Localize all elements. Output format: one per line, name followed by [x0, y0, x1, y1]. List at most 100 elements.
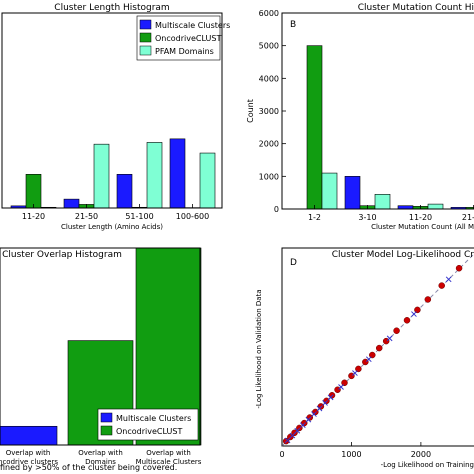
panel-d-xlabel: -Log Likelihood on Training — [381, 461, 474, 469]
point-d-blue-9-b — [338, 384, 344, 390]
bar-b-s2-c0 — [321, 172, 338, 210]
point-d-blue-12-b — [386, 335, 393, 342]
legend-a-swatch-2 — [139, 45, 152, 56]
point-d-blue-12 — [386, 335, 393, 342]
point-d-blue-6 — [316, 405, 323, 412]
bar-a-s2-c2 — [146, 142, 163, 209]
panel-a-frame — [1, 12, 223, 209]
bar-b-s1-c0 — [306, 45, 323, 210]
bar-b-s2-c2 — [427, 203, 444, 210]
legend-c-label-0: Multiscale Clusters — [116, 414, 191, 423]
point-d-blue-1 — [289, 432, 296, 439]
point-d-blue-13-b — [411, 311, 417, 317]
point-d-red-19 — [403, 317, 411, 324]
panel-a-xlabel: Cluster Length (Amino Acids) — [61, 223, 163, 231]
bar-c-s0-c0 — [0, 425, 58, 446]
tick-label-b-3: 21-50 — [462, 213, 474, 222]
tick-label-b-0: 1-2 — [308, 213, 321, 222]
point-d-blue-14-b — [445, 276, 452, 283]
tick-label-a-2: 51-100 — [125, 212, 153, 221]
point-d-blue-11-b — [365, 356, 372, 363]
legend-a-label-1: OncodriveCLUST — [155, 34, 221, 43]
panel-b-ylabel: Count — [246, 99, 255, 123]
point-d-blue-5 — [311, 411, 317, 417]
legend-c-label-1: OncodriveCLUST — [116, 427, 182, 436]
legend-a-swatch-0 — [139, 19, 152, 30]
xtick-label-d-1: 1000 — [341, 450, 361, 459]
legend-c-swatch-0 — [100, 412, 113, 423]
panel-c-title: Cluster Overlap Histogram — [2, 250, 122, 260]
panel-d-frame — [281, 247, 474, 447]
ytick-label-b-3: 3000 — [259, 107, 279, 116]
point-d-blue-14 — [445, 276, 452, 283]
bar-b-s2-c1 — [374, 194, 391, 210]
point-d-blue-6-b — [316, 405, 323, 412]
bar-a-s2-c1 — [93, 143, 110, 209]
point-d-red-16 — [375, 344, 383, 352]
ytick-label-b-0: 0 — [274, 205, 279, 214]
point-d-blue-7-b — [322, 400, 328, 406]
tick-label-a-1: 21-50 — [75, 212, 98, 221]
point-d-red-23 — [455, 264, 463, 272]
panel-d-letter: D — [290, 258, 297, 268]
legend-a-label-0: Multiscale Clusters — [155, 21, 230, 30]
ytick-label-b-1: 1000 — [259, 172, 279, 181]
bar-a-s2-c3 — [199, 152, 216, 209]
tick-label-c-0-line-0: Overlap with — [6, 449, 51, 457]
ytick-label-b-4: 4000 — [259, 74, 279, 83]
bar-a-s0-c3 — [169, 138, 186, 209]
panel-b-title: Cluster Mutation Count Hi — [358, 3, 474, 13]
point-d-blue-10 — [352, 370, 358, 376]
point-d-blue-3 — [299, 422, 306, 429]
xtick-label-d-0: 0 — [279, 450, 284, 459]
point-d-blue-3-b — [299, 422, 306, 429]
tick-label-c-2-line-1: Multiscale Clusters — [136, 458, 202, 466]
legend-a-label-2: PFAM Domains — [155, 47, 214, 56]
ytick-label-b-2: 2000 — [259, 140, 279, 149]
ytick-label-b-6: 6000 — [259, 9, 279, 18]
panel-b-xlabel: Cluster Mutation Count (All M — [371, 223, 474, 231]
point-d-blue-2-b — [294, 427, 301, 434]
bar-a-s0-c1 — [63, 198, 80, 209]
point-d-blue-5-b — [311, 411, 317, 417]
point-d-blue-8-b — [327, 394, 334, 401]
panel-b-letter: B — [290, 20, 296, 30]
bar-a-s0-c2 — [116, 174, 133, 209]
legend-c — [97, 408, 199, 441]
point-d-red-22 — [438, 282, 445, 289]
diagonal-line — [281, 253, 474, 447]
panel-d-title: Cluster Model Log-Likelihood Cr — [332, 250, 474, 260]
point-d-blue-9 — [338, 384, 344, 390]
bar-a-s1-c0 — [25, 174, 42, 209]
bar-b-s0-c1 — [344, 176, 361, 210]
point-d-blue-4 — [305, 416, 312, 423]
panel-c-footnote: fined by >50% of the cluster being cover… — [0, 463, 177, 472]
point-d-blue-2 — [294, 427, 301, 434]
point-d-blue-1-b — [289, 432, 296, 439]
point-d-blue-10-b — [352, 370, 358, 376]
point-d-blue-0 — [284, 437, 291, 444]
panel-c-frame — [0, 247, 201, 446]
tick-label-c-2-line-0: Overlap with — [146, 449, 191, 457]
tick-label-c-1-line-1: Domains — [85, 458, 116, 466]
tick-label-a-0: 11-20 — [22, 212, 45, 221]
point-d-blue-4-b — [305, 416, 312, 423]
tick-label-b-2: 11-20 — [409, 213, 432, 222]
point-d-blue-11 — [365, 356, 372, 363]
panel-d-ylabel: -Log Likelihood on Validation Data — [255, 289, 263, 408]
tick-label-a-3: 100-600 — [176, 212, 209, 221]
point-d-blue-7 — [322, 400, 328, 406]
tick-label-b-1: 3-10 — [358, 213, 376, 222]
xtick-label-d-2: 2000 — [411, 450, 431, 459]
point-d-red-21 — [424, 296, 432, 303]
tick-label-c-0-line-1: ncodrive clusters — [0, 458, 58, 466]
ytick-label-b-5: 5000 — [259, 42, 279, 51]
point-d-red-18 — [393, 327, 400, 334]
panel-a-title: Cluster Length Histogram — [54, 3, 169, 13]
point-d-blue-8 — [327, 394, 334, 401]
legend-c-swatch-1 — [100, 425, 113, 436]
point-d-blue-0-b — [284, 437, 291, 444]
legend-a-swatch-1 — [139, 32, 152, 43]
tick-label-c-1-line-0: Overlap with — [78, 449, 123, 457]
